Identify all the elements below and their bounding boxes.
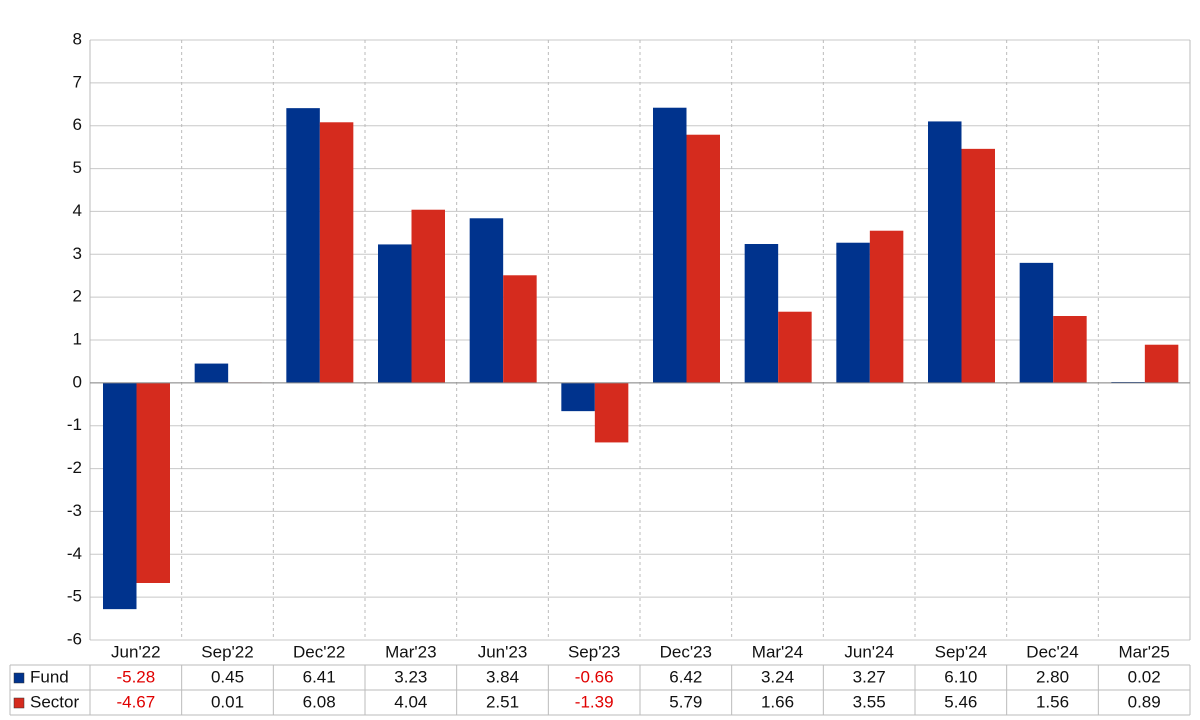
bar [778, 311, 812, 383]
table-cell: 3.55 [853, 692, 886, 711]
table-cell: -4.67 [116, 692, 155, 711]
table-cell: -0.66 [575, 667, 614, 686]
table-cell: 3.84 [486, 667, 519, 686]
table-cell: 0.02 [1128, 667, 1161, 686]
bar [286, 108, 320, 383]
table-cell: 5.46 [944, 692, 977, 711]
x-tick-label: Jun'22 [111, 642, 161, 661]
y-tick-label: -2 [67, 458, 82, 477]
bar [378, 244, 412, 383]
bar [103, 382, 137, 610]
bar [561, 382, 595, 412]
legend-label: Sector [30, 692, 79, 711]
bar [594, 382, 629, 443]
y-tick-label: -1 [67, 415, 82, 434]
bar [469, 218, 504, 383]
table-cell: 6.08 [303, 692, 336, 711]
y-tick-label: 5 [73, 158, 82, 177]
y-tick-label: 4 [73, 201, 82, 220]
table-cell: 4.04 [394, 692, 427, 711]
bar [961, 148, 995, 383]
x-tick-label: Sep'24 [935, 642, 987, 661]
x-tick-label: Sep'23 [568, 642, 620, 661]
bar [744, 244, 779, 383]
x-tick-label: Mar'24 [752, 642, 803, 661]
table-cell: 0.45 [211, 667, 244, 686]
bar [136, 382, 170, 583]
table-cell: 2.80 [1036, 667, 1069, 686]
y-tick-label: 7 [73, 72, 82, 91]
y-tick-label: -3 [67, 501, 82, 520]
legend-swatch [13, 697, 25, 709]
x-tick-label: Mar'23 [385, 642, 436, 661]
x-tick-label: Dec'22 [293, 642, 345, 661]
table-cell: 3.24 [761, 667, 794, 686]
y-tick-label: 1 [73, 329, 82, 348]
table-cell: 6.10 [944, 667, 977, 686]
x-tick-label: Sep'22 [201, 642, 253, 661]
x-tick-label: Dec'23 [660, 642, 712, 661]
bar [686, 134, 720, 383]
bar [1019, 262, 1054, 383]
x-tick-label: Jun'24 [844, 642, 894, 661]
table-cell: 2.51 [486, 692, 519, 711]
x-tick-label: Mar'25 [1118, 642, 1169, 661]
bar [869, 230, 904, 383]
y-tick-label: -5 [67, 587, 82, 606]
table-cell: -5.28 [116, 667, 155, 686]
table-cell: 1.56 [1036, 692, 1069, 711]
table-cell: 1.66 [761, 692, 794, 711]
bar [503, 275, 537, 383]
bar [1144, 344, 1179, 383]
y-tick-label: 2 [73, 287, 82, 306]
table-cell: 0.01 [211, 692, 244, 711]
bar [1053, 316, 1087, 383]
bar [836, 242, 870, 383]
table-cell: 6.42 [669, 667, 702, 686]
y-tick-label: 8 [73, 29, 82, 48]
bar [653, 107, 687, 383]
bar [928, 121, 962, 383]
y-tick-label: 3 [73, 244, 82, 263]
table-cell: 0.89 [1128, 692, 1161, 711]
table-cell: 6.41 [303, 667, 336, 686]
legend-label: Fund [30, 667, 69, 686]
y-tick-label: 6 [73, 115, 82, 134]
legend-swatch [13, 672, 25, 684]
table-cell: 3.27 [853, 667, 886, 686]
table-cell: 3.23 [394, 667, 427, 686]
bar [319, 122, 354, 383]
y-tick-label: -4 [67, 544, 82, 563]
y-tick-label: -6 [67, 629, 82, 648]
table-cell: 5.79 [669, 692, 702, 711]
x-tick-label: Dec'24 [1026, 642, 1078, 661]
bar [194, 363, 229, 383]
x-tick-label: Jun'23 [478, 642, 528, 661]
bar [411, 209, 445, 383]
y-tick-label: 0 [73, 372, 82, 391]
table-cell: -1.39 [575, 692, 614, 711]
